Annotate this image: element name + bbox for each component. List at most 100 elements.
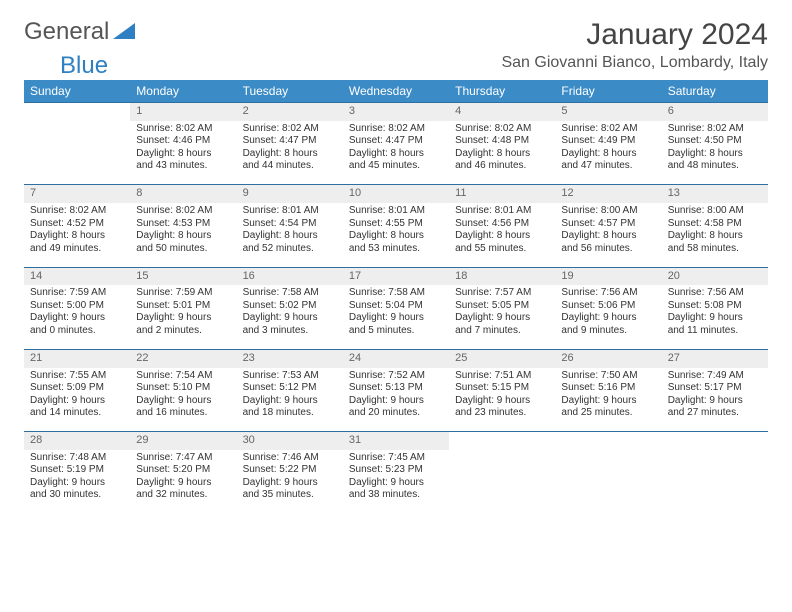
sunset-text: Sunset: 5:19 PM — [30, 464, 124, 477]
daylight-text-2: and 18 minutes. — [243, 407, 337, 420]
sunset-text: Sunset: 5:06 PM — [561, 300, 655, 313]
weekday-header-row: Sunday Monday Tuesday Wednesday Thursday… — [24, 80, 768, 103]
sunset-text: Sunset: 4:52 PM — [30, 218, 124, 231]
day-number: 27 — [662, 349, 768, 367]
day-number: 1 — [130, 103, 236, 121]
day-cell: Sunrise: 7:55 AMSunset: 5:09 PMDaylight:… — [24, 368, 130, 432]
sunrise-text: Sunrise: 7:46 AM — [243, 452, 337, 465]
daynum-row: 123456 — [24, 103, 768, 121]
day-number: 22 — [130, 349, 236, 367]
daylight-text-2: and 7 minutes. — [455, 325, 549, 338]
day-cell: Sunrise: 7:57 AMSunset: 5:05 PMDaylight:… — [449, 285, 555, 349]
daylight-text-2: and 32 minutes. — [136, 489, 230, 502]
content-row: Sunrise: 7:59 AMSunset: 5:00 PMDaylight:… — [24, 285, 768, 349]
daylight-text-2: and 30 minutes. — [30, 489, 124, 502]
day-cell — [24, 121, 130, 185]
header: General January 2024 — [24, 18, 768, 52]
sunrise-text: Sunrise: 7:56 AM — [561, 287, 655, 300]
content-row: Sunrise: 8:02 AMSunset: 4:46 PMDaylight:… — [24, 121, 768, 185]
day-cell: Sunrise: 7:50 AMSunset: 5:16 PMDaylight:… — [555, 368, 661, 432]
day-number: 15 — [130, 267, 236, 285]
day-cell — [449, 450, 555, 514]
content-row: Sunrise: 7:48 AMSunset: 5:19 PMDaylight:… — [24, 450, 768, 514]
sunrise-text: Sunrise: 8:01 AM — [455, 205, 549, 218]
day-number: 5 — [555, 103, 661, 121]
daylight-text-1: Daylight: 8 hours — [561, 230, 655, 243]
day-number: 23 — [237, 349, 343, 367]
day-cell: Sunrise: 7:59 AMSunset: 5:00 PMDaylight:… — [24, 285, 130, 349]
day-number: 3 — [343, 103, 449, 121]
daylight-text-2: and 5 minutes. — [349, 325, 443, 338]
daylight-text-1: Daylight: 9 hours — [455, 312, 549, 325]
logo-text-1: General — [24, 18, 109, 46]
day-cell: Sunrise: 8:01 AMSunset: 4:55 PMDaylight:… — [343, 203, 449, 267]
day-number — [24, 103, 130, 121]
daylight-text-1: Daylight: 9 hours — [30, 312, 124, 325]
sunrise-text: Sunrise: 8:02 AM — [349, 123, 443, 136]
day-number: 26 — [555, 349, 661, 367]
sunset-text: Sunset: 4:54 PM — [243, 218, 337, 231]
daylight-text-2: and 27 minutes. — [668, 407, 762, 420]
sunrise-text: Sunrise: 8:02 AM — [455, 123, 549, 136]
sunset-text: Sunset: 5:00 PM — [30, 300, 124, 313]
daylight-text-1: Daylight: 9 hours — [349, 312, 443, 325]
daylight-text-1: Daylight: 8 hours — [30, 230, 124, 243]
day-cell: Sunrise: 7:48 AMSunset: 5:19 PMDaylight:… — [24, 450, 130, 514]
day-cell: Sunrise: 7:45 AMSunset: 5:23 PMDaylight:… — [343, 450, 449, 514]
sunrise-text: Sunrise: 7:55 AM — [30, 370, 124, 383]
sunset-text: Sunset: 5:09 PM — [30, 382, 124, 395]
daylight-text-1: Daylight: 9 hours — [455, 395, 549, 408]
day-number: 7 — [24, 185, 130, 203]
daylight-text-2: and 16 minutes. — [136, 407, 230, 420]
daylight-text-2: and 11 minutes. — [668, 325, 762, 338]
daylight-text-2: and 52 minutes. — [243, 243, 337, 256]
sunrise-text: Sunrise: 7:59 AM — [30, 287, 124, 300]
logo-line2: Blue — [24, 52, 108, 80]
daylight-text-1: Daylight: 9 hours — [349, 477, 443, 490]
day-cell: Sunrise: 7:58 AMSunset: 5:02 PMDaylight:… — [237, 285, 343, 349]
sunrise-text: Sunrise: 7:57 AM — [455, 287, 549, 300]
daylight-text-1: Daylight: 8 hours — [455, 230, 549, 243]
daylight-text-1: Daylight: 8 hours — [349, 230, 443, 243]
sunrise-text: Sunrise: 8:02 AM — [136, 123, 230, 136]
sunrise-text: Sunrise: 8:02 AM — [30, 205, 124, 218]
daylight-text-1: Daylight: 8 hours — [561, 148, 655, 161]
daylight-text-2: and 44 minutes. — [243, 160, 337, 173]
day-cell: Sunrise: 8:00 AMSunset: 4:57 PMDaylight:… — [555, 203, 661, 267]
weekday-header: Thursday — [449, 80, 555, 103]
sunset-text: Sunset: 4:55 PM — [349, 218, 443, 231]
day-cell — [662, 450, 768, 514]
calendar-table: Sunday Monday Tuesday Wednesday Thursday… — [24, 80, 768, 514]
day-number: 17 — [343, 267, 449, 285]
daylight-text-1: Daylight: 8 hours — [243, 148, 337, 161]
day-number: 4 — [449, 103, 555, 121]
day-number: 8 — [130, 185, 236, 203]
daylight-text-2: and 14 minutes. — [30, 407, 124, 420]
daylight-text-2: and 2 minutes. — [136, 325, 230, 338]
weekday-header: Sunday — [24, 80, 130, 103]
day-number — [555, 432, 661, 450]
daylight-text-1: Daylight: 9 hours — [349, 395, 443, 408]
daylight-text-2: and 38 minutes. — [349, 489, 443, 502]
daylight-text-2: and 48 minutes. — [668, 160, 762, 173]
sunrise-text: Sunrise: 7:59 AM — [136, 287, 230, 300]
daylight-text-2: and 49 minutes. — [30, 243, 124, 256]
daylight-text-1: Daylight: 9 hours — [668, 312, 762, 325]
day-cell: Sunrise: 7:52 AMSunset: 5:13 PMDaylight:… — [343, 368, 449, 432]
sunset-text: Sunset: 4:49 PM — [561, 135, 655, 148]
day-cell: Sunrise: 8:02 AMSunset: 4:47 PMDaylight:… — [343, 121, 449, 185]
day-cell: Sunrise: 7:56 AMSunset: 5:06 PMDaylight:… — [555, 285, 661, 349]
sunset-text: Sunset: 4:58 PM — [668, 218, 762, 231]
daylight-text-1: Daylight: 9 hours — [30, 477, 124, 490]
sunset-text: Sunset: 5:01 PM — [136, 300, 230, 313]
page-title: January 2024 — [586, 18, 768, 52]
content-row: Sunrise: 8:02 AMSunset: 4:52 PMDaylight:… — [24, 203, 768, 267]
daylight-text-1: Daylight: 9 hours — [243, 477, 337, 490]
day-number: 25 — [449, 349, 555, 367]
day-cell: Sunrise: 7:51 AMSunset: 5:15 PMDaylight:… — [449, 368, 555, 432]
daylight-text-2: and 47 minutes. — [561, 160, 655, 173]
sunrise-text: Sunrise: 7:50 AM — [561, 370, 655, 383]
day-cell: Sunrise: 7:59 AMSunset: 5:01 PMDaylight:… — [130, 285, 236, 349]
day-number: 6 — [662, 103, 768, 121]
daylight-text-2: and 23 minutes. — [455, 407, 549, 420]
